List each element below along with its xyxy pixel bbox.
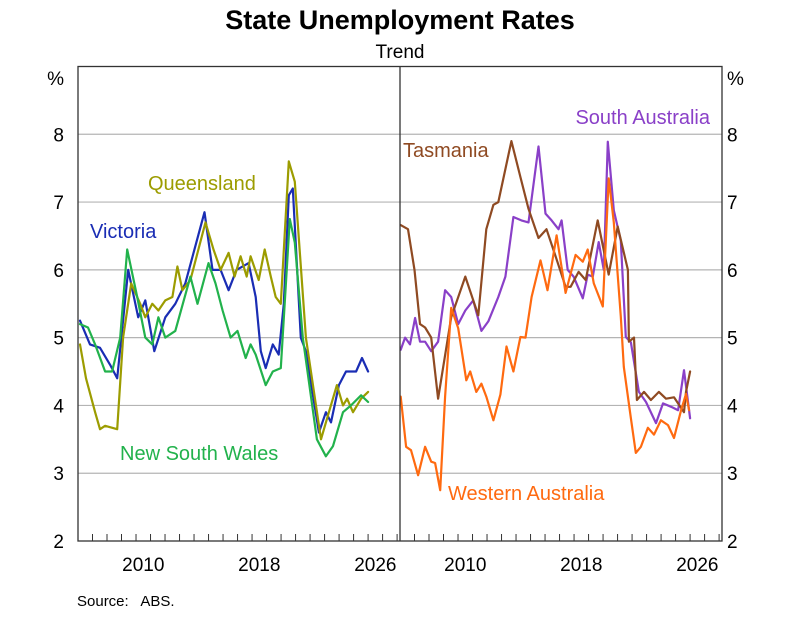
y-tick-label-left: 7 [53,193,64,214]
y-tick-label-left: 6 [53,261,64,282]
y-tick-label-left: 8 [53,125,64,146]
y-tick-label-right: 4 [727,396,738,417]
series-lines [78,140,692,492]
y-tick-label-right: 2 [727,532,738,553]
chart-subtitle: Trend [376,42,425,63]
y-tick-label-right: 6 [727,261,738,282]
y-tick-label-right: 3 [727,464,738,485]
y-tick-label-right: 5 [727,329,738,350]
series-line-western-australia [399,177,691,492]
series-line-queensland [78,160,370,441]
x-tick-label: 2018 [238,555,280,576]
x-tick-label: 2026 [354,555,396,576]
y-tick-label-left: 2 [53,532,64,553]
x-tick-label: 2018 [560,555,602,576]
series-line-tasmania [399,140,692,414]
series-line-victoria [78,187,370,434]
tick-labels: 2 2 3 3 4 4 5 5 6 6 7 7 8 8 2010 2018 2026 2010 2018 2026 [53,125,738,576]
y-axis-unit-right: % [727,69,744,90]
y-axis-unit-left: % [47,69,64,90]
series-line-new-south-wales [78,217,370,458]
y-tick-label-left: 3 [53,464,64,485]
series-label-south-australia: South Australia [575,107,710,129]
source-note: Source: ABS. [77,593,175,610]
x-tick-label: 2010 [122,555,164,576]
series-label-queensland: Queensland [148,173,256,195]
y-tick-label-right: 8 [727,125,738,146]
series-labels: Victoria Queensland New South Wales South A… [90,107,711,505]
series-label-new-south-wales: New South Wales [120,443,278,465]
series-label-victoria: Victoria [90,221,157,243]
series-label-western-australia: Western Australia [448,483,605,505]
y-tick-label-right: 7 [727,193,738,214]
plot-frame [77,65,723,542]
y-tick-label-left: 4 [53,396,64,417]
y-tick-label-left: 5 [53,329,64,350]
series-label-tasmania: Tasmania [403,140,489,162]
x-tick-label: 2026 [676,555,718,576]
chart-title: State Unemployment Rates [225,5,575,35]
x-tick-label: 2010 [444,555,486,576]
